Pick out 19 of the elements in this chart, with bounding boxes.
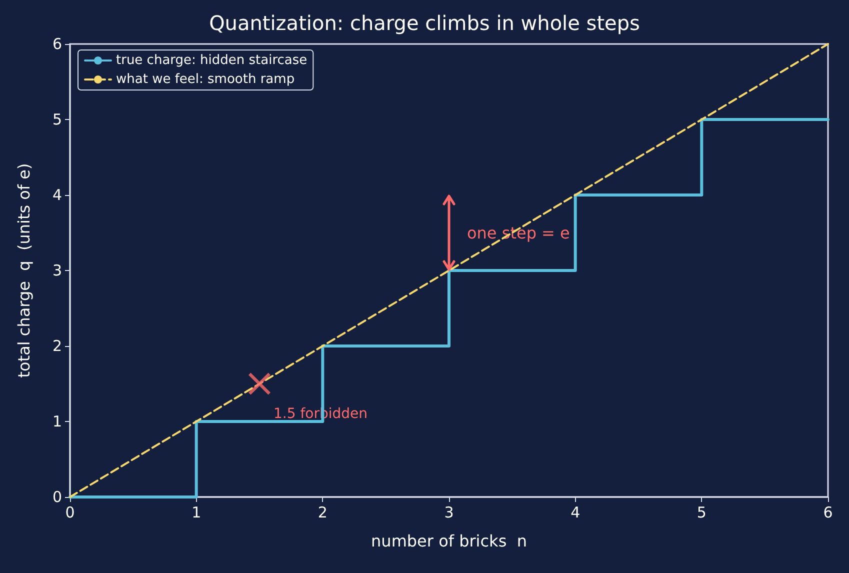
y-tick-label: 1 xyxy=(52,412,62,430)
y-axis-title: total charge q (units of e) xyxy=(14,163,34,378)
x-tick-label: 0 xyxy=(65,504,75,522)
y-tick-label: 2 xyxy=(52,337,62,355)
y-tick-label: 0 xyxy=(52,488,62,506)
x-tick-label: 5 xyxy=(696,504,706,522)
y-tick-label: 6 xyxy=(52,35,62,53)
legend-label: what we feel: smooth ramp xyxy=(116,72,295,87)
x-axis-title: number of bricks n xyxy=(371,532,527,550)
x-tick-label: 6 xyxy=(823,504,833,522)
x-tick-label: 4 xyxy=(570,504,580,522)
y-tick-label: 3 xyxy=(52,262,62,280)
y-tick-label: 4 xyxy=(52,186,62,204)
x-tick-label: 2 xyxy=(318,504,328,522)
x-tick-label: 1 xyxy=(192,504,202,522)
legend-label: true charge: hidden staircase xyxy=(116,53,308,68)
chart-title: Quantization: charge climbs in whole steps xyxy=(209,11,640,35)
y-tick-label: 5 xyxy=(52,110,62,128)
x-tick-label: 3 xyxy=(444,504,454,522)
